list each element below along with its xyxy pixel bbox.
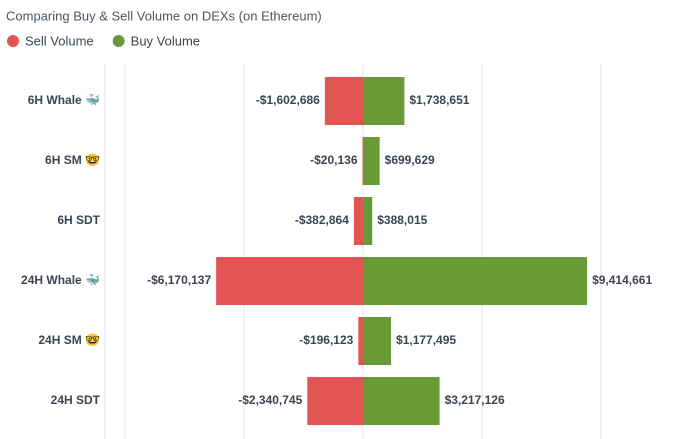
bar <box>363 377 440 425</box>
value-label: -$20,136 <box>310 153 358 167</box>
y-tick-label: 24H SDT <box>51 393 101 407</box>
bar <box>324 77 363 125</box>
bar <box>363 137 380 185</box>
bar <box>358 317 363 365</box>
bar <box>307 377 363 425</box>
value-label: -$382,864 <box>295 213 349 227</box>
value-label: $699,629 <box>385 153 435 167</box>
bar <box>363 77 405 125</box>
y-tick-label: 6H SDT <box>57 213 100 227</box>
bar <box>363 317 392 365</box>
y-tick-label: 24H Whale 🐳 <box>21 273 100 287</box>
bar <box>363 197 373 245</box>
value-label: -$1,602,686 <box>256 93 320 107</box>
legend-label: Buy Volume <box>131 33 200 48</box>
y-tick-label: 6H Whale 🐳 <box>28 93 100 107</box>
value-label: -$6,170,137 <box>147 273 211 287</box>
value-label: $1,738,651 <box>409 93 469 107</box>
legend-swatch <box>112 35 125 47</box>
y-tick-label: 6H SM 🤓 <box>45 153 100 167</box>
value-label: $1,177,495 <box>396 333 456 347</box>
legend-label: Sell Volume <box>25 33 94 48</box>
value-label: -$196,123 <box>299 333 353 347</box>
y-tick-label: 24H SM 🤓 <box>38 333 100 347</box>
bar <box>353 197 363 245</box>
value-label: $9,414,661 <box>592 273 652 287</box>
bar <box>363 257 588 305</box>
value-label: -$2,340,745 <box>238 393 302 407</box>
bar <box>216 257 363 305</box>
value-label: $3,217,126 <box>445 393 505 407</box>
chart-title: Comparing Buy & Sell Volume on DEXs (on … <box>6 8 322 23</box>
legend-swatch <box>7 35 19 47</box>
value-label: $388,015 <box>377 213 427 227</box>
